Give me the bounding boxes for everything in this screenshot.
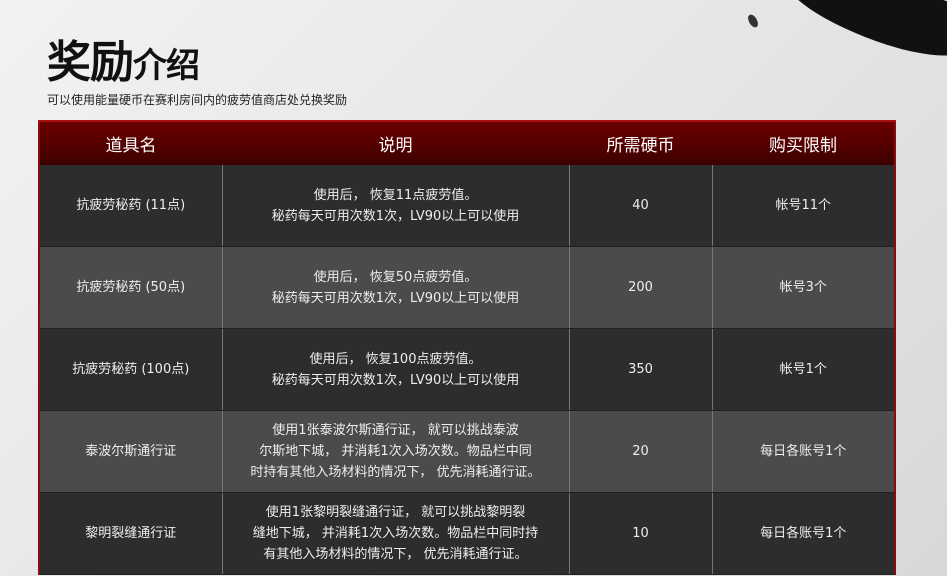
item-name: 抗疲劳秘药 (100点) xyxy=(39,328,223,411)
item-name: 泰波尔斯通行证 xyxy=(39,410,223,493)
table-row: 泰波尔斯通行证 使用1张泰波尔斯通行证， 就可以挑战泰波 尔斯地下城， 并消耗1次… xyxy=(39,410,895,493)
purchase-limit: 帐号1个 xyxy=(712,328,895,411)
item-description: 使用1张黎明裂缝通行证， 就可以挑战黎明裂 缝地下城， 并消耗1次入场次数。物品… xyxy=(222,492,570,575)
item-description: 使用后， 恢复100点疲劳值。 秘药每天可用次数1次，LV90以上可以使用 xyxy=(222,328,570,411)
title-main: 奖励 xyxy=(47,37,134,88)
coin-cost: 40 xyxy=(569,165,713,247)
coin-cost: 10 xyxy=(569,492,713,575)
item-name: 黎明裂缝通行证 xyxy=(39,492,223,575)
page-subtitle: 可以使用能量硬币在赛利房间内的疲劳值商店处兑换奖励 xyxy=(47,93,348,107)
purchase-limit: 每日各账号1个 xyxy=(712,492,895,575)
table-row: 抗疲劳秘药 (11点) 使用后， 恢复11点疲劳值。 秘药每天可用次数1次，LV9… xyxy=(39,165,895,247)
header-description: 说明 xyxy=(222,120,569,165)
title-suffix: 介绍 xyxy=(133,46,200,86)
coin-cost: 200 xyxy=(569,246,713,329)
item-description: 使用1张泰波尔斯通行证， 就可以挑战泰波 尔斯地下城， 并消耗1次入场次数。物品… xyxy=(222,410,570,493)
purchase-limit: 帐号3个 xyxy=(712,246,895,329)
coin-cost: 20 xyxy=(569,410,713,493)
item-description: 使用后， 恢复11点疲劳值。 秘药每天可用次数1次，LV90以上可以使用 xyxy=(222,165,570,247)
table-row: 抗疲劳秘药 (50点) 使用后， 恢复50点疲劳值。 秘药每天可用次数1次，LV9… xyxy=(39,246,895,329)
table-row: 抗疲劳秘药 (100点) 使用后， 恢复100点疲劳值。 秘药每天可用次数1次，L… xyxy=(39,328,895,411)
item-name: 抗疲劳秘药 (50点) xyxy=(39,246,223,329)
purchase-limit: 帐号11个 xyxy=(712,165,895,247)
purchase-limit: 每日各账号1个 xyxy=(712,410,895,493)
table-row: 黎明裂缝通行证 使用1张黎明裂缝通行证， 就可以挑战黎明裂 缝地下城， 并消耗1次… xyxy=(39,492,895,575)
reward-table: 道具名 说明 所需硬币 购买限制 抗疲劳秘药 (11点) 使用后， 恢复11点疲劳… xyxy=(38,120,896,575)
item-name: 抗疲劳秘药 (11点) xyxy=(39,165,223,247)
page-title: 奖励介绍 xyxy=(47,26,200,90)
ink-brush-decoration xyxy=(772,0,947,70)
coin-cost: 350 xyxy=(569,328,713,411)
header-coins: 所需硬币 xyxy=(569,120,712,165)
header-item-name: 道具名 xyxy=(39,120,222,165)
item-description: 使用后， 恢复50点疲劳值。 秘药每天可用次数1次，LV90以上可以使用 xyxy=(222,246,570,329)
header-limit: 购买限制 xyxy=(712,120,895,165)
table-header: 道具名 说明 所需硬币 购买限制 xyxy=(39,120,895,165)
ink-splash-decoration xyxy=(746,12,760,30)
